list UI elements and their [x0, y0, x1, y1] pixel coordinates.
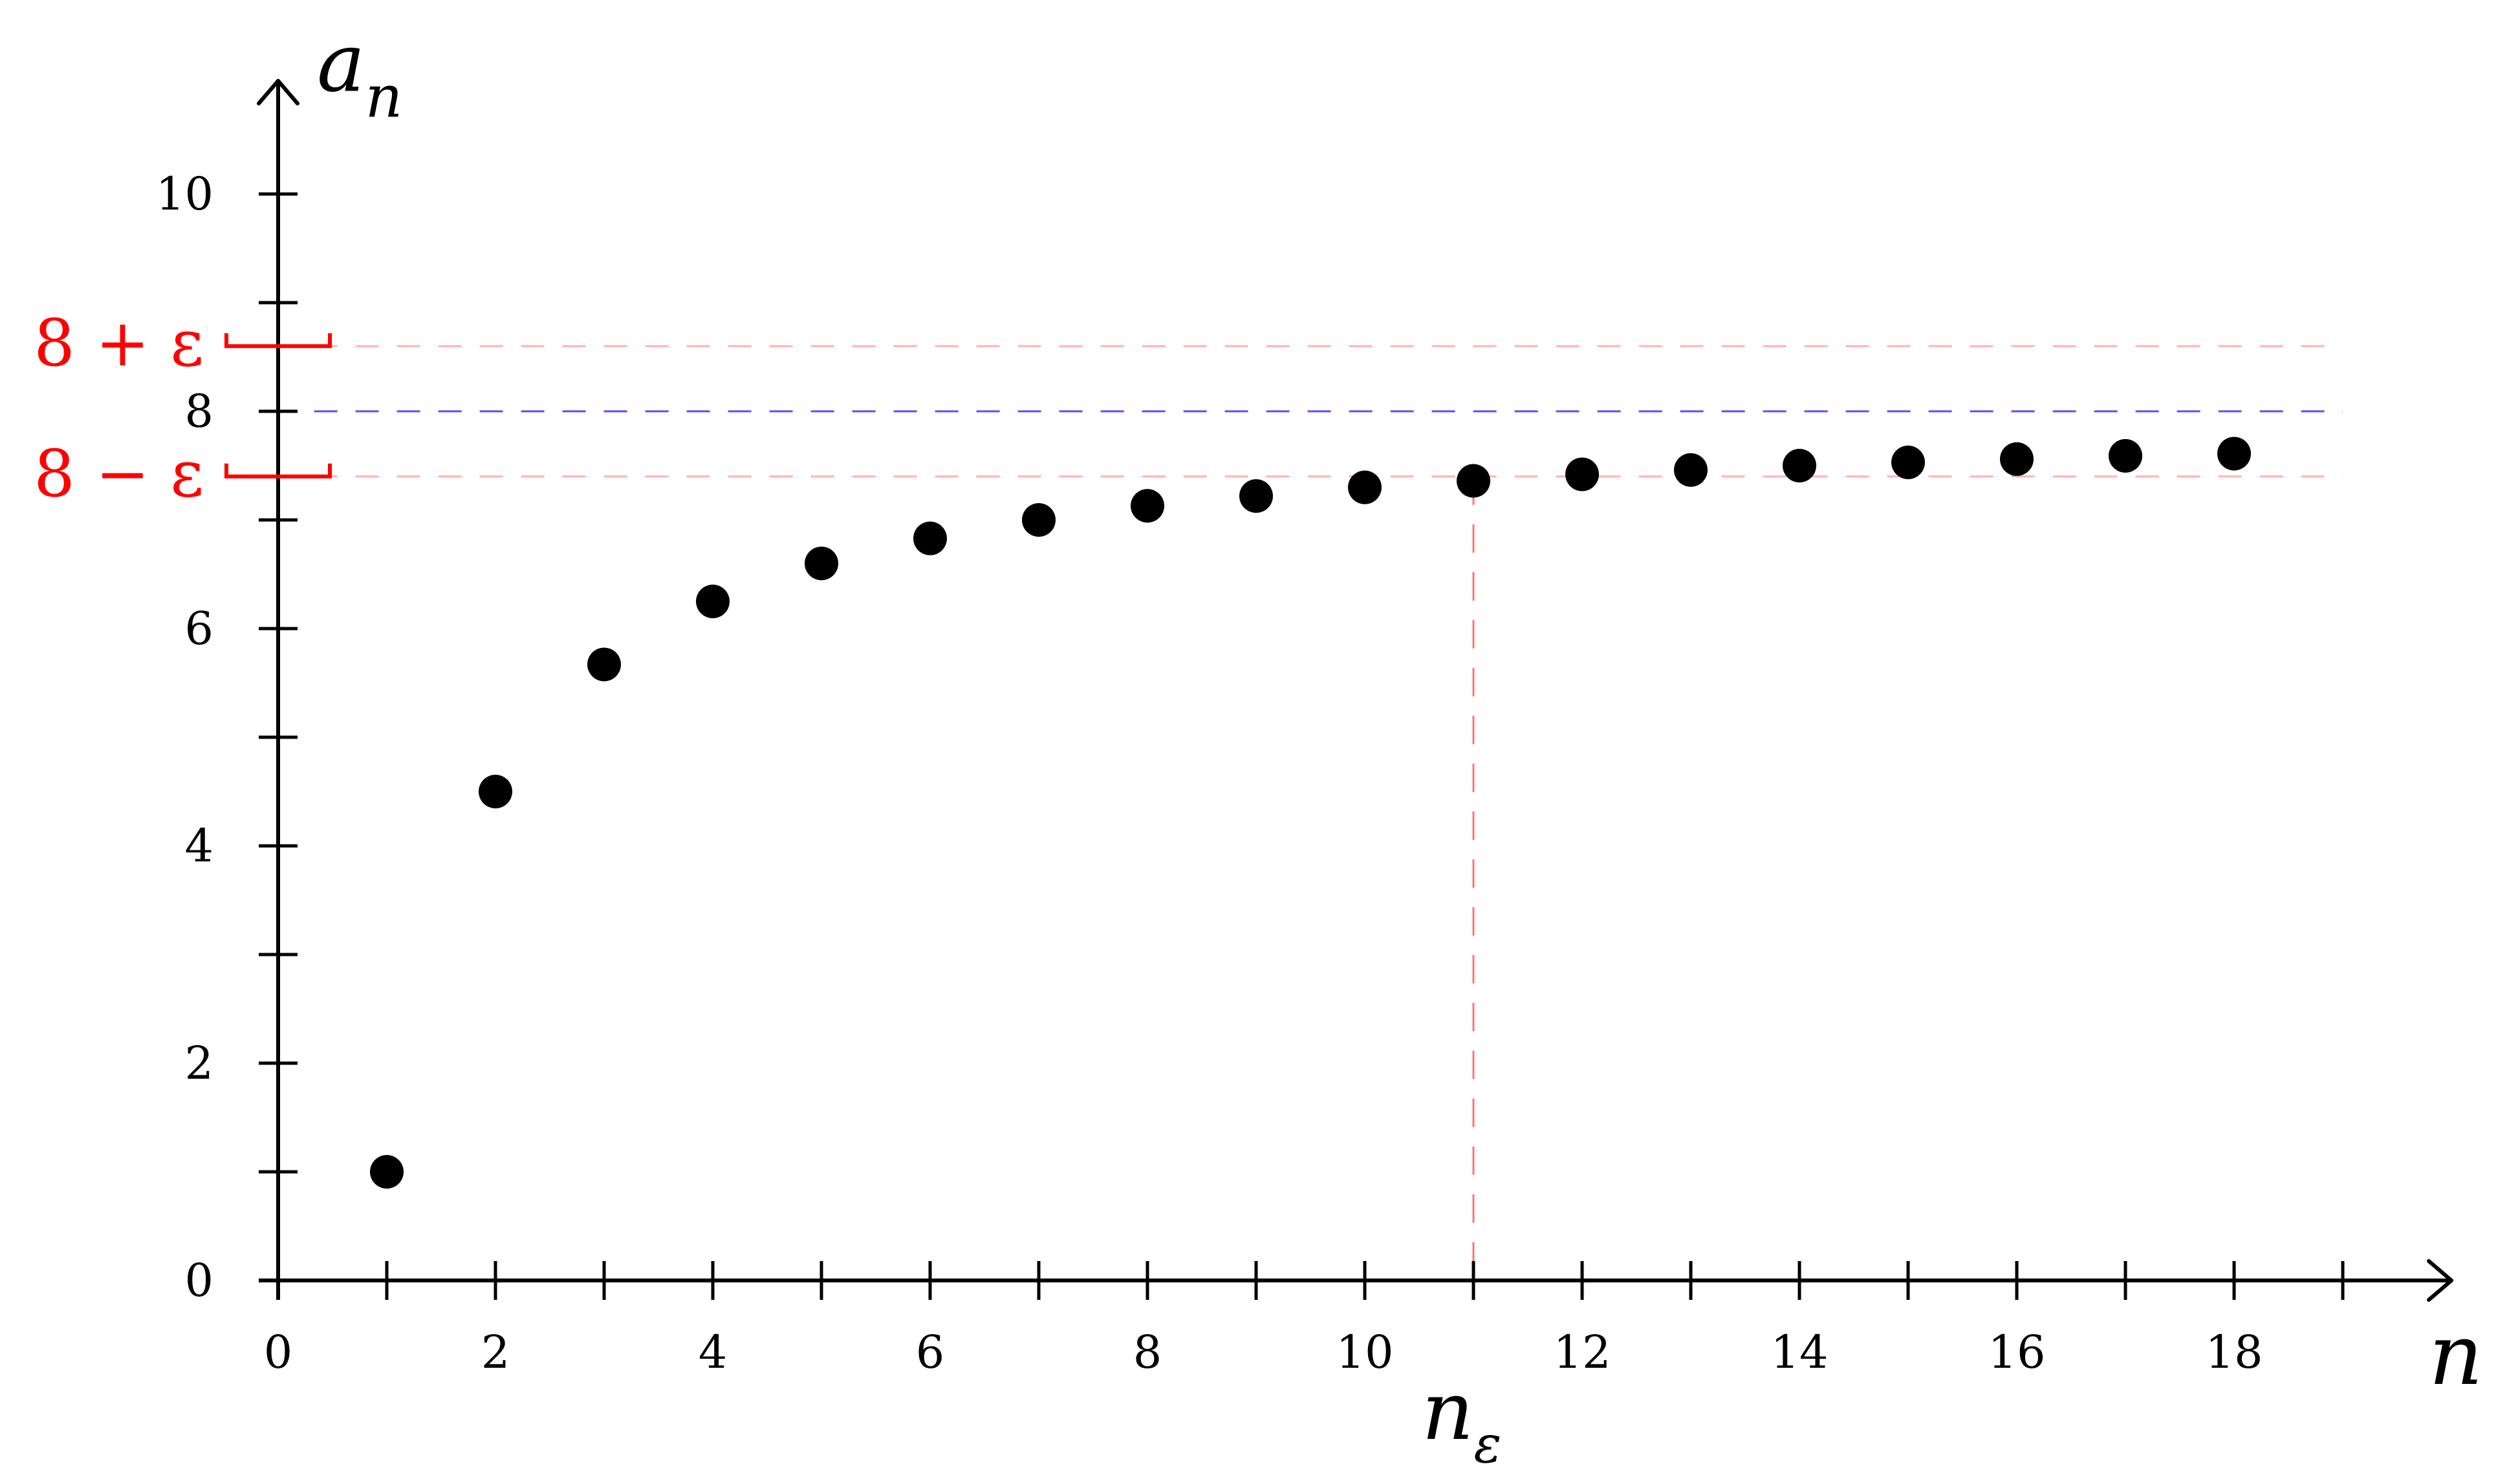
data-point: [1131, 489, 1164, 523]
data-points: [370, 437, 2251, 1189]
upper-epsilon-bracket: [224, 333, 332, 349]
data-point: [2000, 442, 2034, 476]
x-tick-label: 18: [2205, 1326, 2263, 1379]
x-tick-label: 8: [1133, 1326, 1162, 1379]
y-tick-label: 8: [184, 385, 213, 438]
x-tick-label: 0: [264, 1326, 293, 1379]
x-axis-arrowhead: [2427, 1259, 2453, 1302]
data-point: [1674, 453, 1708, 487]
y-axis-name-subscript: n: [365, 63, 403, 131]
x-tick-label: 6: [916, 1326, 945, 1379]
x-tick-label: 2: [481, 1326, 510, 1379]
data-point: [587, 647, 621, 682]
y-axis-name-main: a: [317, 16, 365, 110]
data-point: [370, 1155, 404, 1189]
data-point: [1783, 449, 1816, 482]
x-tick-label: 16: [1988, 1326, 2045, 1379]
y-axis-name: an: [317, 16, 403, 131]
ticks: 0 2 4 6 8 10 12 14 16 18 0 2 4 6 8 10: [156, 167, 2345, 1379]
data-point: [1239, 479, 1273, 513]
n-epsilon-label-subscript: ε: [1474, 1414, 1502, 1468]
data-point: [1565, 457, 1599, 491]
n-epsilon-label: nε: [1422, 1365, 1501, 1468]
y-tick-label: 2: [184, 1037, 213, 1090]
y-tick-label: 10: [156, 167, 213, 221]
data-point: [1348, 470, 1382, 504]
x-tick-label: 4: [699, 1326, 728, 1379]
n-epsilon-label-main: n: [1422, 1365, 1474, 1458]
data-point: [479, 775, 512, 808]
x-tick-label: 10: [1336, 1326, 1393, 1379]
data-point: [696, 585, 730, 618]
data-point: [2217, 437, 2251, 471]
data-point: [1457, 464, 1490, 498]
data-point: [1022, 503, 1056, 537]
y-tick-label: 0: [184, 1254, 213, 1307]
lower-epsilon-label: 8 − ε: [34, 436, 204, 512]
x-tick-label: 12: [1553, 1326, 1611, 1379]
y-tick-label: 6: [184, 602, 213, 655]
axes: [257, 79, 2453, 1302]
y-axis-arrowhead: [257, 79, 299, 105]
data-point: [805, 546, 838, 581]
data-point: [2109, 438, 2142, 473]
x-tick-label: 14: [1770, 1326, 1828, 1379]
guide-lines: [272, 345, 2343, 1280]
data-point: [1891, 445, 1925, 479]
x-axis-name: n: [2429, 1306, 2483, 1404]
data-point: [913, 521, 947, 556]
y-tick-label: 4: [184, 819, 213, 872]
lower-epsilon-bracket: [224, 463, 332, 479]
upper-epsilon-label: 8 + ε: [34, 305, 204, 381]
